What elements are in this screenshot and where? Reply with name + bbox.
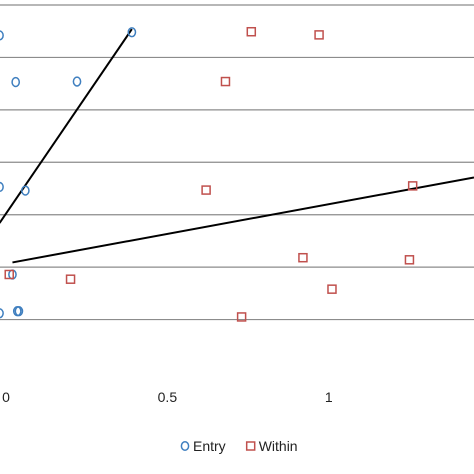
trendline-within <box>12 176 474 264</box>
data-points <box>0 26 418 322</box>
trendlines <box>0 28 474 264</box>
point-entry-9 <box>0 308 4 319</box>
legend-marker-within <box>245 441 256 451</box>
x-axis-tick-labels: 0 0.5 1 <box>2 389 333 405</box>
x-tick-label-2: 1 <box>325 389 333 405</box>
point-within-0 <box>246 26 257 37</box>
x-tick-label-0: 0 <box>2 389 10 405</box>
point-within-6 <box>404 255 415 265</box>
point-entry-5 <box>21 185 30 196</box>
point-within-4 <box>407 181 418 191</box>
point-entry-2 <box>72 76 82 87</box>
point-within-7 <box>65 274 76 284</box>
point-within-5 <box>298 252 308 263</box>
legend-marker-entry <box>180 441 190 451</box>
point-entry-4 <box>0 181 4 193</box>
point-within-1 <box>314 30 324 40</box>
x-tick-label-1: 0.5 <box>158 389 178 405</box>
point-entry-6 <box>8 269 17 280</box>
trendline-entry <box>0 28 133 224</box>
point-within-2 <box>220 76 231 87</box>
legend-item-within: Within <box>245 438 298 454</box>
point-entry-8 <box>14 306 24 317</box>
point-entry-3 <box>127 27 137 38</box>
point-entry-1 <box>11 76 21 88</box>
legend-label-entry: Entry <box>193 438 226 454</box>
legend-item-entry: Entry <box>180 438 226 454</box>
point-within-10 <box>236 312 247 322</box>
gridlines <box>0 4 474 321</box>
point-within-8 <box>4 269 14 280</box>
point-entry-0 <box>0 30 4 41</box>
legend-label-within: Within <box>259 438 298 454</box>
legend: Entry Within <box>180 438 298 454</box>
point-within-9 <box>327 284 337 294</box>
point-within-3 <box>201 185 211 195</box>
